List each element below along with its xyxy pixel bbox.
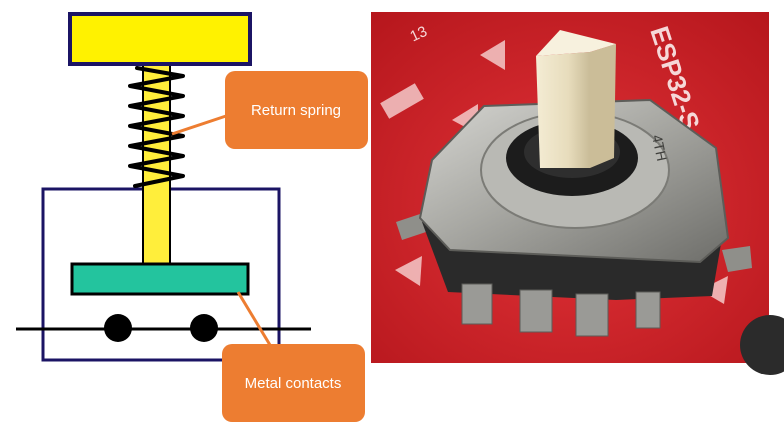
switch-pins [461, 283, 661, 337]
contact-plate [70, 262, 250, 296]
actuator-stem-top [536, 30, 616, 56]
solder-tab-right [722, 246, 752, 272]
silkscreen-13: 13 [408, 23, 430, 45]
button-cap [68, 12, 252, 66]
leader-line-contacts [236, 291, 272, 346]
contact-point-left [104, 314, 132, 342]
switch-photo: 13 ESP32-S 4TH [371, 12, 784, 375]
housing-marking: 4TH [649, 133, 670, 162]
pcb-component [740, 315, 784, 375]
callout-label-return-spring: Return spring [251, 102, 341, 119]
callout-label-metal-contacts: Metal contacts [245, 375, 342, 392]
switch-schematic: Return spring Metal contacts [16, 12, 368, 422]
actuator-stem-side [590, 44, 616, 168]
callout-box-return-spring [225, 71, 368, 149]
return-spring [128, 66, 185, 188]
callout-box-metal-contacts [222, 344, 365, 422]
leader-line-spring [171, 111, 236, 136]
contact-point-right [190, 314, 218, 342]
solder-tab-left [396, 214, 426, 240]
actuator-stem-front [536, 52, 590, 168]
